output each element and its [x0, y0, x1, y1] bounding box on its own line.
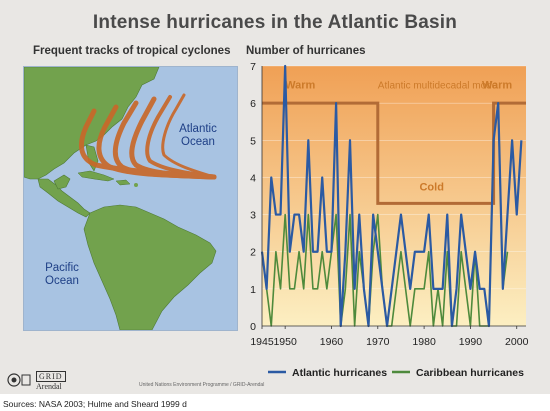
- yucatan-landmass: [53, 174, 71, 190]
- y-tick-label-3: 3: [250, 210, 256, 222]
- axis-layer: 0 1 2 3 4 5 6 7 1945 1950 1960 1970 1980 1990 2000: [250, 61, 528, 348]
- y-tick-label-4: 4: [250, 172, 256, 184]
- x-tick-label-1950: 1950: [273, 336, 297, 348]
- atlantic-ocean-label-line2: Ocean: [181, 136, 215, 148]
- unep-logo-icon: [7, 373, 31, 387]
- legend: Atlantic hurricanes Caribbean hurricanes: [268, 367, 524, 379]
- cold-label: Cold: [419, 181, 443, 193]
- grid-arendal-logo: GRID Arendal: [36, 371, 66, 391]
- pacific-ocean-label-line2: Ocean: [45, 275, 79, 287]
- figure-title: Intense hurricanes in the Atlantic Basin: [92, 12, 458, 33]
- series-layer: [260, 64, 523, 328]
- cyclone-tracks-map: Atlantic Ocean Pacific Ocean: [23, 66, 238, 331]
- grid-logo-text: GRID: [36, 371, 66, 382]
- y-tick-label-0: 0: [250, 321, 256, 333]
- y-tick-label-6: 6: [250, 98, 256, 110]
- warm-label-early: Warm: [285, 79, 315, 91]
- map-heading: Frequent tracks of tropical cyclones: [33, 45, 231, 57]
- cyclone-track-6: [161, 93, 216, 179]
- cyclone-track-4: [129, 96, 217, 180]
- chart-heading: Number of hurricanes: [246, 45, 366, 57]
- atlantic-ocean-label-line1: Atlantic: [179, 123, 217, 135]
- legend-label-atlantic: Atlantic hurricanes: [292, 367, 387, 379]
- warm-label-late: Warm: [482, 79, 512, 91]
- atlantic-ocean-label: Atlantic Ocean: [164, 123, 232, 149]
- puerto-rico-landmass: [134, 183, 138, 187]
- south-america-landmass: [83, 204, 217, 330]
- y-tick-label-1: 1: [250, 284, 256, 296]
- multidecadal-mode-label: Atlantic multidecadal mode: [378, 80, 498, 91]
- cuba-landmass: [77, 170, 115, 182]
- hurricane-chart: Warm Warm Cold Atlantic multidecadal mode 0…: [250, 61, 528, 379]
- y-tick-label-2: 2: [250, 247, 256, 259]
- x-tick-label-1980: 1980: [412, 336, 436, 348]
- x-tick-label-1960: 1960: [320, 336, 344, 348]
- unep-credit: United Nations Environment Programme / G…: [139, 382, 265, 388]
- cyclone-tracks: [78, 93, 217, 180]
- pacific-ocean-label-line1: Pacific: [45, 262, 79, 274]
- cyclone-track-5: [145, 95, 216, 179]
- atlantic-hurricanes-line: [260, 64, 523, 328]
- hispaniola-landmass: [115, 179, 131, 186]
- y-tick-label-7: 7: [250, 61, 256, 73]
- y-tick-label-5: 5: [250, 135, 256, 147]
- plot-background: [262, 66, 526, 326]
- map-graphic: [24, 67, 217, 330]
- pacific-ocean-label: Pacific Ocean: [32, 262, 92, 288]
- legend-label-caribbean: Caribbean hurricanes: [416, 367, 524, 379]
- arendal-logo-text: Arendal: [36, 382, 62, 391]
- x-tick-label-1945: 1945: [250, 336, 274, 348]
- x-tick-label-1990: 1990: [459, 336, 483, 348]
- x-tick-label-1970: 1970: [366, 336, 390, 348]
- x-tick-label-2000: 2000: [505, 336, 529, 348]
- sources-line: Sources: NASA 2003; Hulme and Sheard 199…: [3, 399, 187, 409]
